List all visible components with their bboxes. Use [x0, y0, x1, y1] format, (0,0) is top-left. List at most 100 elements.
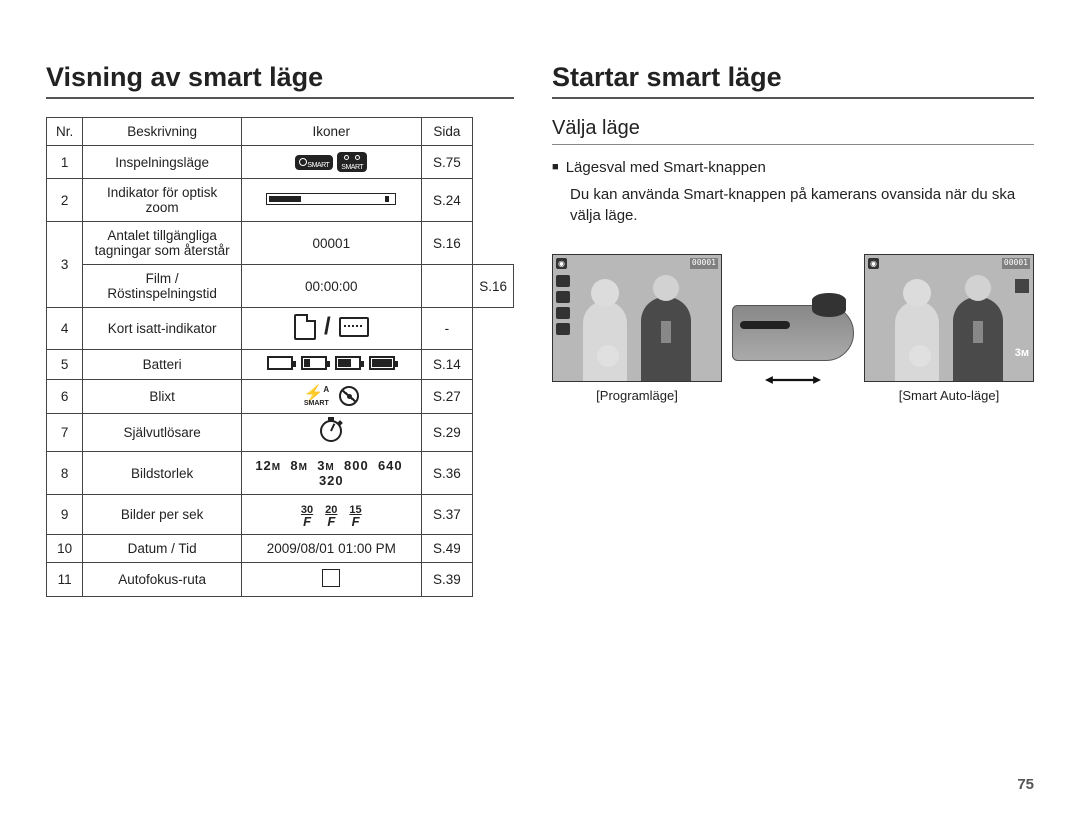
- cell-nr: 6: [47, 380, 83, 414]
- cell-icons: [242, 179, 421, 222]
- table-row: 5 Batteri S.14: [47, 350, 514, 380]
- autofocus-box-icon: [322, 569, 340, 587]
- image-size-icons: 12M 8M 3M 800 640 320: [255, 458, 407, 488]
- cell-page: [421, 265, 473, 308]
- preview-screen-smartauto: ◉ 00001 3ᴍ: [864, 254, 1034, 382]
- right-column: Startar smart läge Välja läge Lägesval m…: [552, 62, 1034, 597]
- cell-desc: Bildstorlek: [83, 452, 242, 495]
- cell-desc: Inspelningsläge: [83, 146, 242, 179]
- cell-icons: 2009/08/01 01:00 PM: [242, 534, 421, 562]
- preview-caption-left: [Programläge]: [596, 388, 678, 403]
- table-row: 4 Kort isatt-indikator / -: [47, 308, 514, 350]
- cell-icons: 00:00:00: [242, 265, 421, 308]
- cell-page: S.24: [421, 179, 473, 222]
- zoom-bar-icon: [266, 193, 396, 205]
- cell-page: S.16: [421, 222, 473, 265]
- camera-smart-icon: SMART: [295, 155, 333, 170]
- cell-desc: Antalet tillgängliga tagningar som åters…: [83, 222, 242, 265]
- table-row: 11 Autofokus-ruta S.39: [47, 562, 514, 596]
- cell-icons: /: [242, 308, 421, 350]
- table-row: 7 Självutlösare S.29: [47, 414, 514, 452]
- cell-page: S.37: [421, 495, 473, 535]
- cell-icons: 12M 8M 3M 800 640 320: [242, 452, 421, 495]
- cell-page: S.49: [421, 534, 473, 562]
- table-row: 2 Indikator för optisk zoom S.24: [47, 179, 514, 222]
- cell-page: S.16: [473, 265, 514, 308]
- cell-desc: Datum / Tid: [83, 534, 242, 562]
- cell-nr: 9: [47, 495, 83, 535]
- table-row: 10 Datum / Tid 2009/08/01 01:00 PM S.49: [47, 534, 514, 562]
- sd-card-icon: [294, 314, 316, 340]
- preview-screen-program: ◉ 00001: [552, 254, 722, 382]
- table-row: 8 Bildstorlek 12M 8M 3M 800 640 320 S.36: [47, 452, 514, 495]
- cell-nr: 11: [47, 562, 83, 596]
- cell-desc: Indikator för optisk zoom: [83, 179, 242, 222]
- cell-nr: 4: [47, 308, 83, 350]
- battery-low-icon: [301, 356, 327, 370]
- memory-card-icon: [339, 317, 369, 337]
- cell-desc: Batteri: [83, 350, 242, 380]
- fps-icons: 30F 20F 15F: [297, 506, 366, 528]
- cell-nr: 10: [47, 534, 83, 562]
- double-arrow-icon: [765, 373, 821, 387]
- cell-nr: 3: [47, 222, 83, 308]
- table-header-row: Nr. Beskrivning Ikoner Sida: [47, 118, 514, 146]
- cell-icons: [242, 350, 421, 380]
- cell-icons: ⚡ASMART: [242, 380, 421, 414]
- cell-desc: Film / Röstinspelningstid: [83, 265, 242, 308]
- cell-nr: 2: [47, 179, 83, 222]
- table-row: 6 Blixt ⚡ASMART S.27: [47, 380, 514, 414]
- th-desc: Beskrivning: [83, 118, 242, 146]
- table-row: Film / Röstinspelningstid 00:00:00 S.16: [47, 265, 514, 308]
- table-row: 1 Inspelningsläge SMART SMART S.75: [47, 146, 514, 179]
- right-heading: Startar smart läge: [552, 62, 1034, 99]
- battery-empty-icon: [267, 356, 293, 370]
- cell-icons: [242, 562, 421, 596]
- cell-desc: Blixt: [83, 380, 242, 414]
- cell-desc: Kort isatt-indikator: [83, 308, 242, 350]
- camcorder-smart-icon: SMART: [337, 152, 367, 172]
- slash-icon: /: [324, 315, 331, 339]
- th-icons: Ikoner: [242, 118, 421, 146]
- cell-page: S.36: [421, 452, 473, 495]
- self-timer-icon: [320, 420, 342, 442]
- cell-nr: 7: [47, 414, 83, 452]
- battery-full-icon: [369, 356, 395, 370]
- cell-desc: Autofokus-ruta: [83, 562, 242, 596]
- left-column: Visning av smart läge Nr. Beskrivning Ik…: [46, 62, 514, 597]
- preview-caption-right: [Smart Auto-läge]: [899, 388, 999, 403]
- cell-page: -: [421, 308, 473, 350]
- th-page: Sida: [421, 118, 473, 146]
- section-title: Lägesval med Smart-knappen: [552, 159, 1034, 176]
- cell-desc: Självutlösare: [83, 414, 242, 452]
- cell-nr: 5: [47, 350, 83, 380]
- preview-row: ◉ 00001 [Programläge]: [552, 254, 1034, 403]
- cell-page: S.14: [421, 350, 473, 380]
- cell-icons: 30F 20F 15F: [242, 495, 421, 535]
- th-nr: Nr.: [47, 118, 83, 146]
- left-heading: Visning av smart läge: [46, 62, 514, 99]
- camera-top-icon: [732, 271, 854, 371]
- page-number: 75: [1017, 776, 1034, 793]
- cell-page: S.75: [421, 146, 473, 179]
- cell-icons: [242, 414, 421, 452]
- cell-page: S.39: [421, 562, 473, 596]
- reference-table: Nr. Beskrivning Ikoner Sida 1 Inspelning…: [46, 117, 514, 597]
- preview-smartauto: ◉ 00001 3ᴍ [Smart Auto-läge]: [864, 254, 1034, 403]
- flash-auto-icon: ⚡ASMART: [303, 386, 329, 407]
- preview-program: ◉ 00001 [Programläge]: [552, 254, 722, 403]
- cell-page: S.29: [421, 414, 473, 452]
- flash-off-icon: [339, 386, 359, 406]
- cell-nr: 1: [47, 146, 83, 179]
- cell-nr: 8: [47, 452, 83, 495]
- mode-switch-diagram: [732, 271, 854, 387]
- battery-mid-icon: [335, 356, 361, 370]
- cell-icons: SMART SMART: [242, 146, 421, 179]
- table-row: 3 Antalet tillgängliga tagningar som åte…: [47, 222, 514, 265]
- table-row: 9 Bilder per sek 30F 20F 15F S.37: [47, 495, 514, 535]
- cell-icons: 00001: [242, 222, 421, 265]
- cell-page: S.27: [421, 380, 473, 414]
- right-subheading: Välja läge: [552, 117, 1034, 145]
- cell-desc: Bilder per sek: [83, 495, 242, 535]
- body-text: Du kan använda Smart-knappen på kamerans…: [552, 184, 1034, 226]
